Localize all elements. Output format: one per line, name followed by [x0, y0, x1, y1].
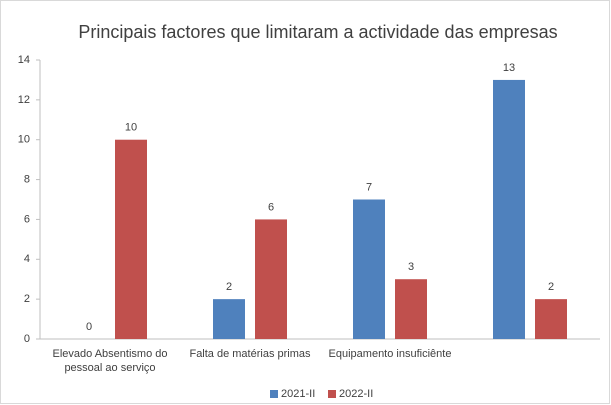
y-tick-label: 10: [18, 134, 30, 146]
y-tick-label: 14: [18, 54, 30, 66]
x-tick-label: Elevado Absentismo do pessoal ao serviço: [52, 348, 168, 374]
y-tick-label: 12: [18, 94, 30, 106]
bar: [493, 79, 525, 339]
x-tick-label: Falta de matérias primas: [189, 348, 311, 360]
bar: [353, 199, 385, 339]
bar: [535, 299, 567, 339]
legend-swatch: [270, 390, 278, 398]
y-tick-label: 2: [24, 293, 30, 305]
y-tick-label: 0: [24, 333, 30, 345]
data-label: 0: [86, 321, 92, 333]
y-tick-label: 6: [24, 213, 30, 225]
data-label: 6: [268, 201, 274, 213]
data-label: 3: [408, 261, 414, 273]
bar: [255, 219, 287, 339]
y-tick-label: 8: [24, 173, 30, 185]
legend-label: 2022-II: [339, 388, 373, 400]
bar: [213, 299, 245, 339]
data-label: 13: [503, 62, 515, 74]
data-label: 2: [548, 281, 554, 293]
chart-title: Principais factores que limitaram a acti…: [78, 22, 557, 42]
data-label: 2: [226, 281, 232, 293]
x-tick-label: Equipamento insuficiênte: [328, 348, 452, 360]
bar: [115, 139, 147, 339]
data-label: 7: [366, 181, 372, 193]
y-tick-label: 4: [24, 253, 30, 265]
data-label: 10: [125, 122, 137, 134]
legend-swatch: [328, 390, 336, 398]
legend-label: 2021-II: [281, 388, 315, 400]
bar: [395, 279, 427, 339]
